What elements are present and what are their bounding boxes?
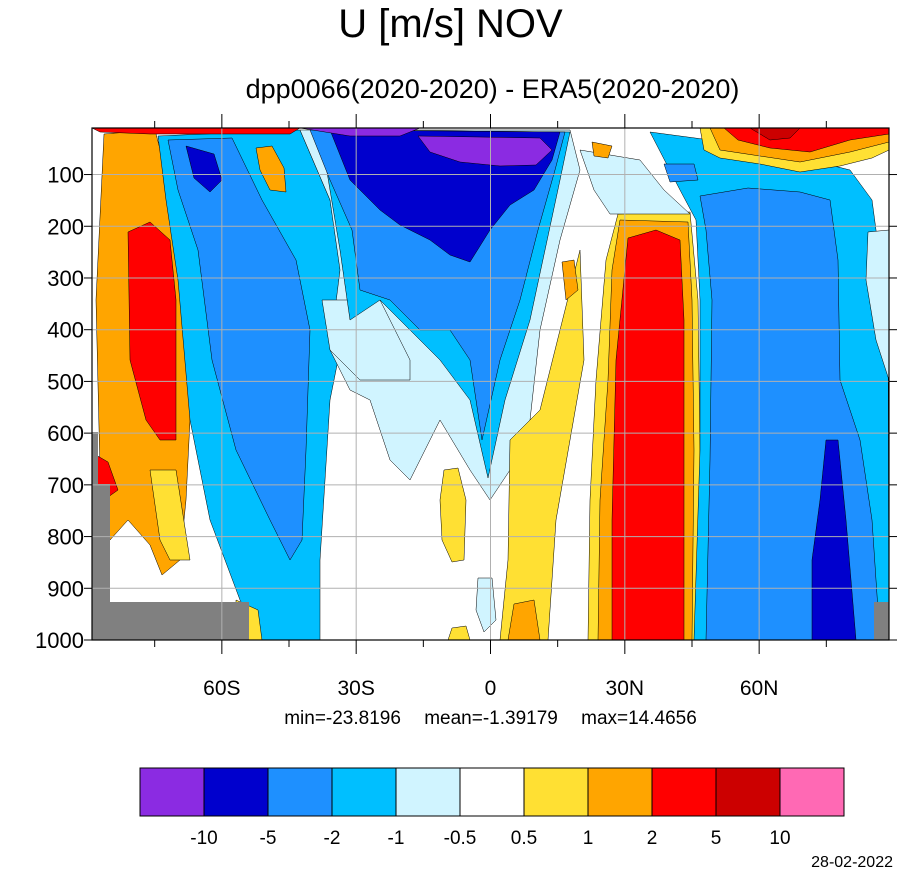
colorbar: -10 -5 -2 -1 -0.5 0.5 1 2 5 10 <box>139 767 845 849</box>
colorbar-label: -5 <box>260 828 277 849</box>
y-tick-label: 300 <box>47 266 84 291</box>
date-stamp: 28-02-2022 <box>811 854 893 871</box>
colorbar-swatch <box>779 767 845 817</box>
stat-mean: mean=-1.39179 <box>424 708 558 729</box>
contour-south-red <box>127 221 177 441</box>
stat-max: max=14.4656 <box>581 708 697 729</box>
stat-min: min=-23.8196 <box>284 708 401 729</box>
contour-south-yellow <box>149 469 191 561</box>
y-tick-label: 400 <box>47 318 84 343</box>
contour-tropic-yellow-2 <box>499 249 585 640</box>
contour-south-orange-small <box>255 145 287 193</box>
y-tick-label: 200 <box>47 214 84 239</box>
contour-north-darkblue <box>811 439 857 640</box>
y-tick-label: 900 <box>47 576 84 601</box>
contour-north-lightblue-upper <box>579 149 691 215</box>
missing-data-south-2 <box>92 484 110 640</box>
colorbar-swatch <box>203 767 269 817</box>
missing-data-north <box>874 602 889 640</box>
colorbar-swatch <box>587 767 653 817</box>
colorbar-label: -0.5 <box>444 828 477 849</box>
y-tick-label: 1000 <box>35 628 84 653</box>
stats-line: min=-23.8196 mean=-1.39179 max=14.4656 <box>92 708 889 730</box>
x-axis: 60S 30S 0 30N 60N <box>154 114 827 700</box>
contour-north-white-right <box>865 229 889 381</box>
y-tick-label: 800 <box>47 525 84 550</box>
colorbar-swatch <box>523 767 589 817</box>
contour-north-darkred-top <box>749 128 801 141</box>
contour-tropic-yellow-3 <box>447 625 471 640</box>
contour-tropic-purple-top <box>299 128 421 137</box>
contour-tropic-yellow-1 <box>439 467 467 563</box>
contour-tropic-orange-low <box>507 599 541 640</box>
colorbar-swatch <box>139 767 205 817</box>
colorbar-label: -1 <box>388 828 405 849</box>
x-tick-label: 60N <box>740 677 779 700</box>
contour-fill-layer <box>92 128 889 640</box>
colorbar-label: 1 <box>583 828 594 849</box>
colorbar-swatch <box>715 767 781 817</box>
y-tick-label: 600 <box>47 421 84 446</box>
colorbar-swatch <box>651 767 717 817</box>
y-tick-label: 700 <box>47 473 84 498</box>
y-axis: 100 200 300 400 500 600 700 800 900 1000 <box>35 163 897 653</box>
grid-lines <box>92 128 889 640</box>
colorbar-swatch <box>395 767 461 817</box>
colorbar-label: 2 <box>647 828 658 849</box>
x-tick-label: 0 <box>485 677 497 700</box>
contour-north-blue-top <box>663 163 699 183</box>
x-tick-label: 30N <box>606 677 645 700</box>
contour-north-red <box>611 229 685 640</box>
colorbar-label: -2 <box>324 828 341 849</box>
x-tick-label: 60S <box>203 677 240 700</box>
y-tick-label: 100 <box>47 163 84 188</box>
contour-south-blue <box>167 137 311 561</box>
y-tick-label: 500 <box>47 369 84 394</box>
colorbar-label: 5 <box>711 828 722 849</box>
contour-north-orange-top <box>591 141 613 159</box>
colorbar-swatch <box>331 767 397 817</box>
contour-tropic-purple <box>417 135 553 167</box>
contour-north-yellow-small <box>561 259 579 301</box>
contour-south-darkblue <box>185 145 223 193</box>
colorbar-label: 0.5 <box>511 828 537 849</box>
missing-data-south-3 <box>92 602 249 640</box>
chart-title: U [m/s] NOV <box>338 2 563 46</box>
colorbar-label: 10 <box>769 828 790 849</box>
colorbar-label: -10 <box>190 828 217 849</box>
x-tick-label: 30S <box>337 677 374 700</box>
chart-subtitle: dpp0066(2020-2020) - ERA5(2020-2020) <box>245 74 740 104</box>
colorbar-swatch <box>459 767 525 817</box>
contour-south-red-top <box>92 128 301 135</box>
colorbar-swatch <box>267 767 333 817</box>
